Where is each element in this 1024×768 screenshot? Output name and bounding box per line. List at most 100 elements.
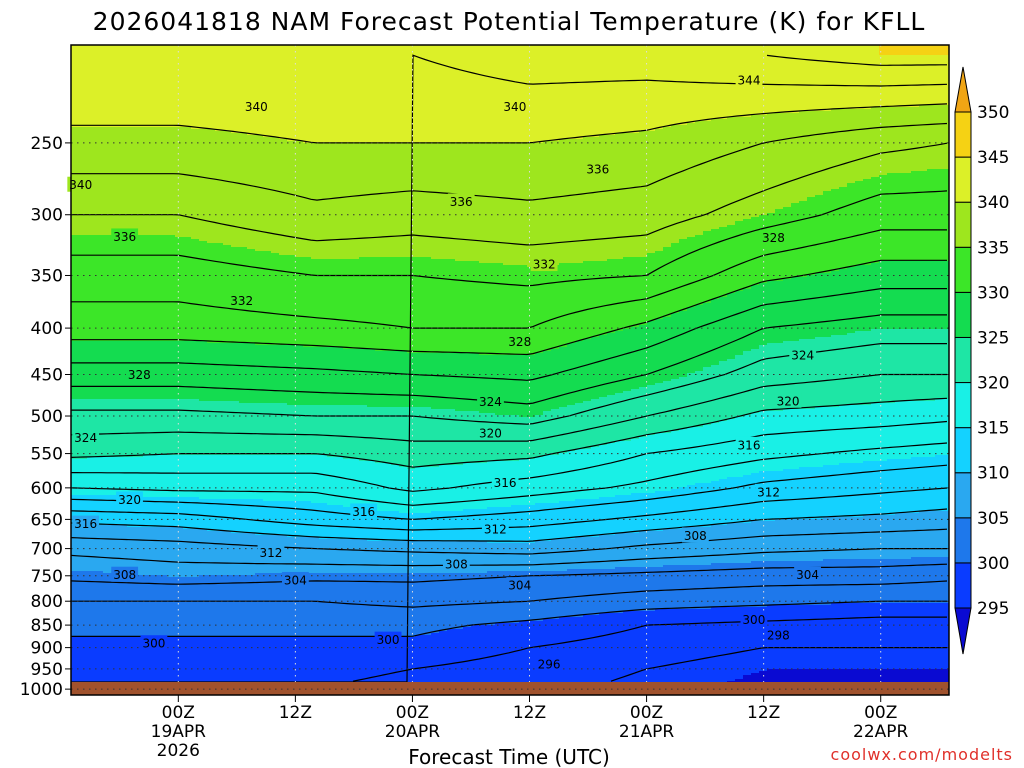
theta-fill-cell <box>271 573 280 638</box>
theta-fill-cell <box>703 425 712 484</box>
theta-fill-cell <box>663 381 672 434</box>
theta-fill-cell <box>199 45 208 130</box>
contour-label: 320 <box>118 493 141 507</box>
x-tick-label: 2026 <box>157 741 200 761</box>
colorbar-label: 325 <box>977 328 1009 348</box>
theta-fill-cell <box>159 399 168 456</box>
theta-fill-cell <box>575 569 584 618</box>
theta-fill-cell <box>263 45 272 138</box>
theta-fill-cell <box>839 187 848 270</box>
theta-fill-cell <box>791 605 800 670</box>
theta-fill-cell <box>687 123 696 238</box>
theta-fill-cell <box>415 45 424 144</box>
theta-fill-cell <box>815 45 824 112</box>
theta-fill-cell <box>599 45 608 136</box>
theta-fill-cell <box>191 239 200 342</box>
theta-fill-cell <box>287 405 296 456</box>
theta-fill-cell <box>847 333 856 406</box>
theta-fill-cell <box>527 143 536 268</box>
theta-fill-cell <box>231 401 240 456</box>
theta-fill-cell <box>631 389 640 440</box>
theta-fill-cell <box>463 353 472 412</box>
theta-fill-cell <box>575 449 584 500</box>
theta-fill-cell <box>879 261 888 330</box>
theta-fill-cell <box>847 405 856 464</box>
theta-fill-cell <box>175 577 184 638</box>
theta-fill-cell <box>759 45 768 116</box>
theta-fill-cell <box>599 497 608 536</box>
theta-fill-cell <box>215 575 224 638</box>
theta-fill-cell <box>263 455 272 502</box>
theta-fill-cell <box>775 411 784 472</box>
theta-fill-cell <box>351 507 360 540</box>
theta-fill-cell <box>711 563 720 608</box>
theta-fill-cell <box>591 137 600 262</box>
theta-fill-cell <box>95 525 104 572</box>
theta-fill-cell <box>807 197 816 276</box>
theta-fill-cell <box>511 45 520 144</box>
theta-fill-cell <box>815 195 824 274</box>
theta-fill-cell <box>551 265 560 350</box>
theta-fill-cell <box>695 427 704 484</box>
theta-fill-cell <box>375 45 384 144</box>
theta-fill-cell <box>207 531 216 576</box>
theta-fill-cell <box>143 127 152 236</box>
theta-fill-cell <box>407 541 416 574</box>
theta-fill-cell <box>271 637 280 683</box>
theta-fill-cell <box>575 263 584 342</box>
theta-fill-cell <box>367 257 376 350</box>
theta-fill-cell <box>399 513 408 542</box>
theta-fill-cell <box>647 435 656 494</box>
theta-contour <box>71 487 948 531</box>
theta-fill-cell <box>903 107 912 174</box>
theta-fill-cell <box>319 259 328 348</box>
theta-fill-cell <box>631 533 640 568</box>
theta-fill-cell <box>231 343 240 402</box>
y-tick-label: 1000 <box>20 680 63 700</box>
theta-fill-cell <box>527 543 536 572</box>
theta-fill-cell <box>719 421 728 480</box>
theta-fill-cell <box>735 477 744 524</box>
theta-fill-cell <box>567 501 576 540</box>
theta-contour <box>71 373 947 442</box>
theta-fill-cell <box>935 399 944 456</box>
theta-fill-cell <box>335 457 344 506</box>
contour-label-bg <box>789 346 817 362</box>
theta-fill-cell <box>103 45 112 128</box>
theta-fill-cell <box>183 497 192 530</box>
theta-fill-cell <box>79 459 88 496</box>
theta-fill-cell <box>511 143 520 266</box>
theta-fill-cell <box>543 541 552 572</box>
theta-fill-cell <box>151 497 160 528</box>
theta-fill-cell <box>711 525 720 564</box>
theta-fill-cell <box>519 143 528 266</box>
theta-fill-cell <box>703 231 712 304</box>
theta-fill-cell <box>687 565 696 610</box>
contour-label-bg <box>774 392 802 408</box>
theta-fill-cell <box>727 681 736 683</box>
theta-fill-cell <box>607 333 616 396</box>
y-tick-label: 950 <box>31 660 63 680</box>
theta-fill-cell <box>655 45 664 130</box>
theta-fill-cell <box>199 529 208 576</box>
theta-fill-cell <box>167 527 176 578</box>
theta-fill-cell <box>639 437 648 494</box>
theta-fill-cell <box>583 615 592 683</box>
theta-fill-cell <box>423 407 432 468</box>
theta-fill-cell <box>783 469 792 520</box>
theta-fill-cell <box>303 143 312 258</box>
theta-fill-cell <box>679 609 688 683</box>
theta-fill-cell <box>111 525 120 574</box>
theta-fill-cell <box>455 353 464 412</box>
theta-fill-cell <box>151 575 160 638</box>
contour-label-bg <box>760 229 787 245</box>
y-tick-label: 650 <box>31 510 63 530</box>
theta-fill-cell <box>543 141 552 266</box>
theta-fill-cell <box>607 45 616 136</box>
theta-fill-cell <box>823 559 832 606</box>
theta-fill-cell <box>343 539 352 574</box>
theta-fill-cell <box>631 133 640 258</box>
theta-fill-cell <box>911 457 920 514</box>
theta-fill-cell <box>855 181 864 266</box>
